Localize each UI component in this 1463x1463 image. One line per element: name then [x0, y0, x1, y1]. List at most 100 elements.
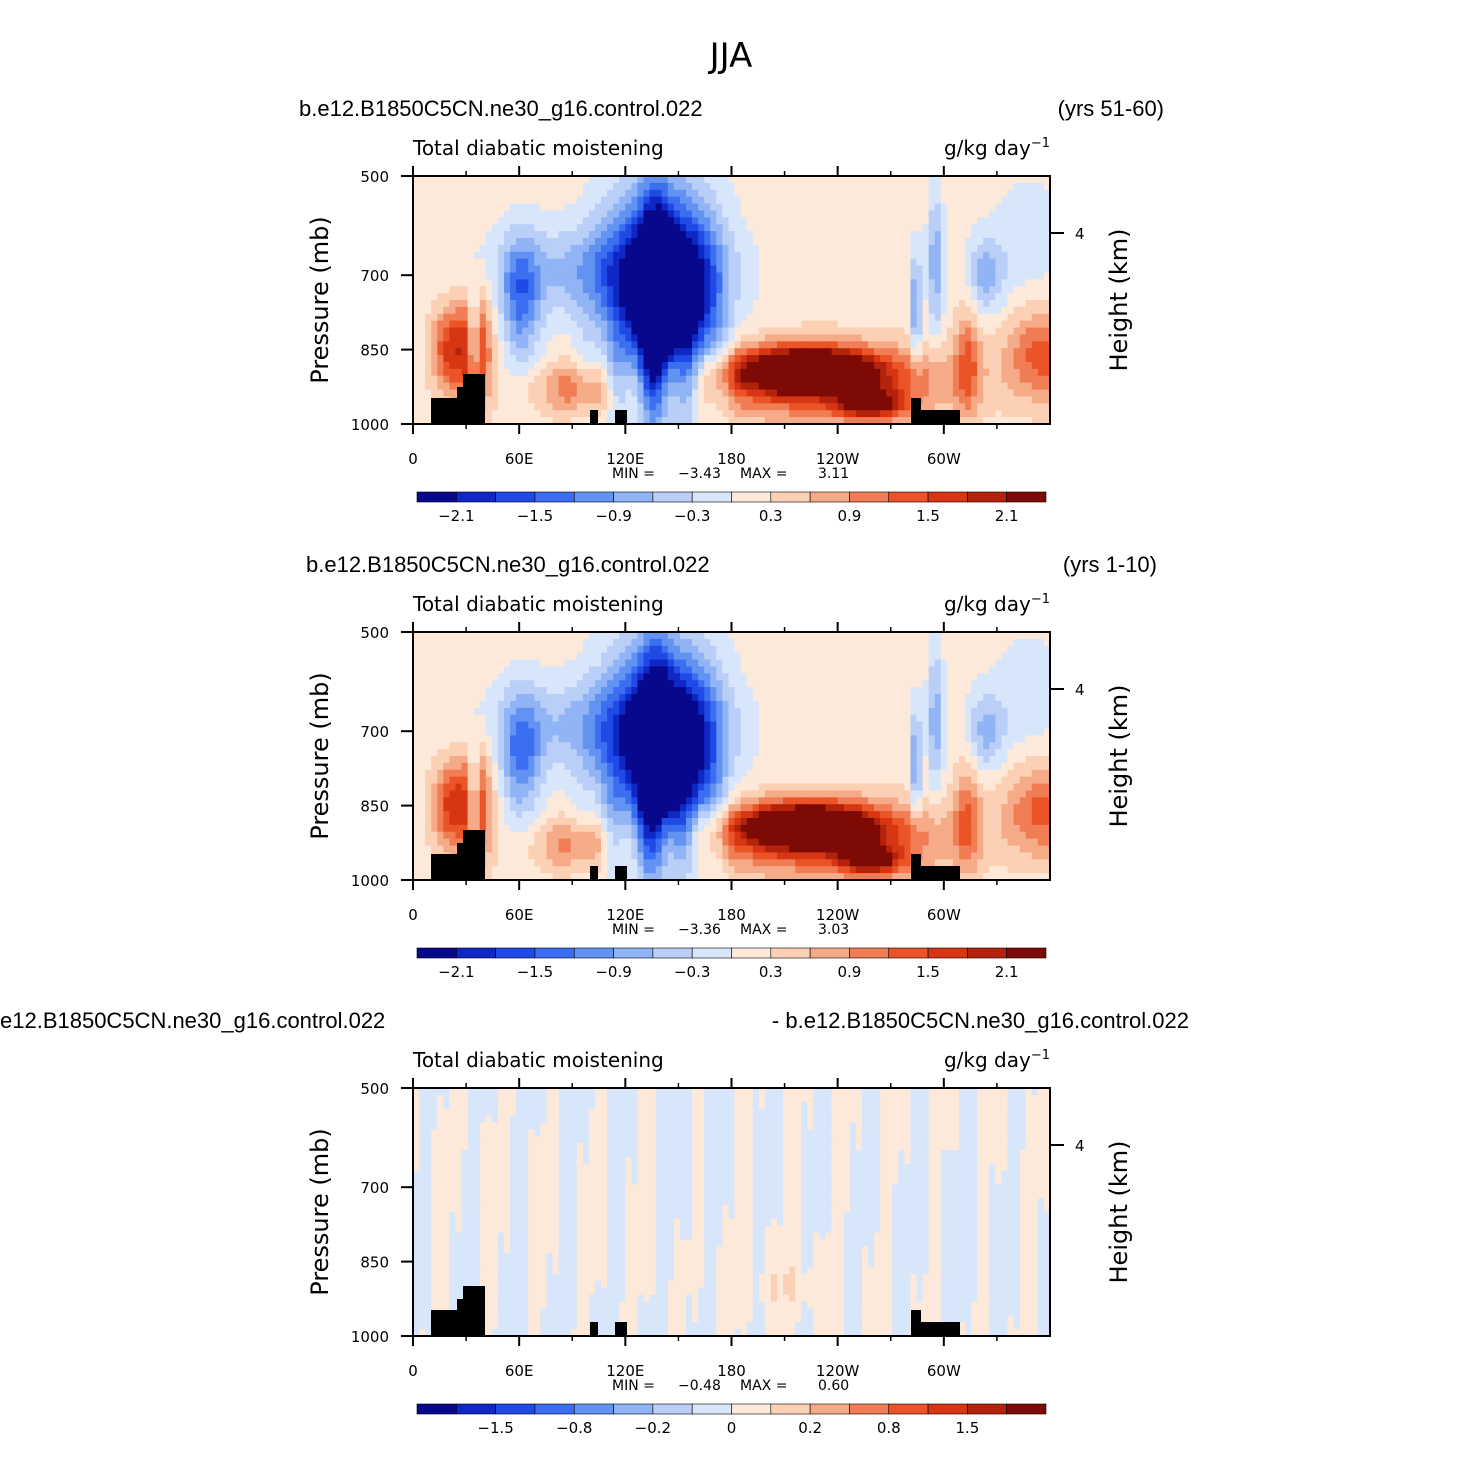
field-cell: [1001, 189, 1009, 198]
field-cell: [686, 327, 693, 336]
field-cell: [716, 244, 723, 253]
field-cell: [443, 182, 450, 191]
field-cell: [419, 375, 426, 384]
field-cell: [758, 313, 766, 322]
field-cell: [959, 327, 966, 336]
field-cell: [419, 300, 426, 308]
field-cell: [758, 396, 766, 404]
field-cell: [607, 348, 614, 356]
field-cell: [552, 382, 560, 391]
field-cell: [710, 320, 717, 329]
field-cell: [1019, 306, 1027, 315]
field-cell: [425, 279, 432, 287]
field-cell: [874, 272, 881, 280]
field-cell: [1037, 224, 1045, 232]
field-cell: [588, 341, 596, 349]
field-cell: [977, 313, 984, 322]
field-cell: [625, 306, 632, 315]
field-cell: [601, 251, 608, 260]
field-cell: [625, 410, 632, 418]
field-cell: [1043, 673, 1051, 681]
field-cell: [588, 217, 596, 225]
field-cell: [649, 362, 657, 370]
field-cell: [855, 375, 863, 384]
field-cell: [892, 182, 899, 191]
field-cell: [1019, 258, 1027, 267]
field-cell: [692, 258, 699, 267]
field-cell: [880, 355, 887, 363]
field-cell: [740, 300, 748, 308]
field-cell: [861, 182, 869, 191]
field-cell: [667, 341, 675, 349]
field-cell: [449, 638, 457, 647]
field-cell: [777, 203, 784, 212]
field-cell: [510, 375, 517, 384]
field-cell: [558, 341, 566, 349]
field-cell: [746, 300, 754, 308]
field-cell: [449, 189, 457, 198]
field-cell: [855, 265, 863, 274]
field-cell: [473, 189, 481, 198]
field-cell: [582, 666, 590, 674]
field-cell: [989, 410, 996, 418]
field-cell: [940, 217, 948, 225]
field-cell: [461, 341, 469, 349]
field-cell: [686, 341, 693, 349]
field-cell: [752, 341, 760, 349]
field-cell: [528, 327, 535, 336]
field-cell: [655, 224, 663, 232]
field-cell: [710, 375, 717, 384]
field-cell: [540, 673, 548, 681]
field-cell: [934, 265, 942, 274]
field-cell: [989, 375, 996, 384]
field-cell: [789, 182, 796, 191]
field-cell: [995, 382, 1003, 391]
field-cell: [631, 341, 639, 349]
field-cell: [491, 355, 499, 363]
field-cell: [946, 251, 954, 260]
field-cell: [455, 334, 463, 342]
field-cell: [728, 313, 736, 322]
field-cell: [637, 334, 645, 342]
field-cell: [849, 694, 857, 702]
field-cell: [904, 638, 912, 647]
field-cell: [643, 320, 651, 329]
field-cell: [631, 389, 639, 398]
field-cell: [734, 306, 742, 315]
field-cell: [679, 217, 687, 225]
field-cell: [516, 279, 523, 287]
field-cell: [625, 320, 632, 329]
field-cell: [716, 694, 723, 702]
field-cell: [710, 666, 717, 674]
field-cell: [667, 224, 675, 232]
field-cell: [843, 196, 851, 205]
field-cell: [576, 410, 584, 418]
field-cell: [601, 272, 608, 280]
field-cell: [497, 638, 505, 647]
field-cell: [983, 396, 990, 404]
field-cell: [770, 348, 778, 356]
field-cell: [704, 680, 711, 688]
field-cell: [655, 272, 663, 280]
field-cell: [1043, 327, 1051, 336]
field-cell: [855, 341, 863, 349]
field-cell: [582, 244, 590, 253]
field-cell: [928, 265, 936, 274]
field-cell: [952, 279, 960, 287]
field-cell: [965, 368, 972, 377]
field-cell: [582, 341, 590, 349]
field-cell: [461, 313, 469, 322]
field-cell: [576, 217, 584, 225]
field-cell: [770, 417, 778, 425]
field-cell: [752, 638, 760, 647]
field-cell: [510, 182, 517, 191]
field-cell: [807, 700, 814, 709]
field-cell: [995, 286, 1003, 294]
field-cell: [1001, 244, 1009, 253]
field-cell: [655, 632, 663, 640]
field-cell: [595, 265, 602, 274]
field-cell: [649, 244, 657, 253]
field-cell: [789, 348, 796, 356]
field-cell: [716, 251, 723, 260]
field-cell: [831, 189, 839, 198]
